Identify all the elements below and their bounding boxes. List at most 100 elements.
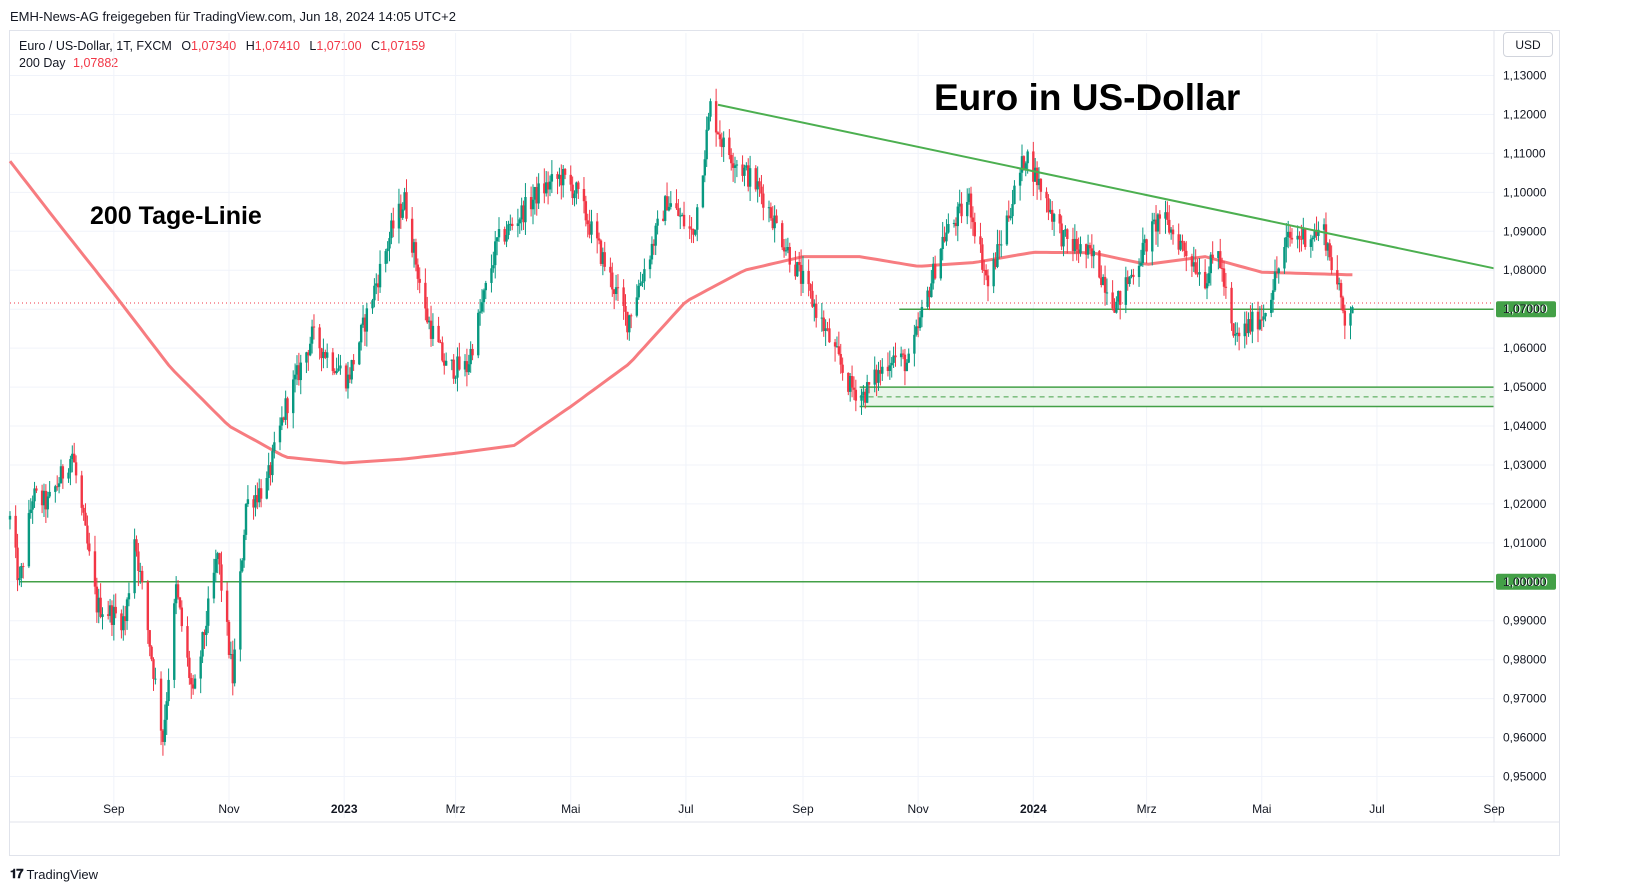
candle-body [1117, 291, 1120, 302]
candle-body [722, 137, 725, 148]
candle-body [595, 221, 599, 239]
candle-body [575, 182, 578, 194]
candle-body [1154, 219, 1158, 232]
candle-body [114, 606, 117, 614]
candle-body [444, 360, 448, 366]
candle-body [471, 348, 474, 356]
x-tick-label: Sep [792, 802, 814, 816]
candle-body [920, 306, 924, 318]
candle-body [877, 370, 880, 383]
candle-body [139, 570, 142, 572]
candle-body [1132, 274, 1135, 278]
candle-body [241, 560, 244, 572]
candle-body [966, 202, 969, 217]
candle-body [437, 325, 440, 343]
candle-body [231, 654, 234, 684]
x-tick-label: Jul [1369, 802, 1384, 816]
candle-body [1236, 332, 1239, 335]
candle-body [1171, 229, 1175, 235]
candle-body [1020, 156, 1024, 173]
symbol-label[interactable]: Euro / US-Dollar, 1T, FXCM [19, 39, 172, 53]
candle-body [106, 614, 110, 616]
candle-body [718, 134, 722, 140]
candle-body [915, 326, 918, 335]
candle-body [225, 590, 229, 622]
candle-body [881, 366, 884, 374]
candle-body [824, 328, 827, 331]
candle-body [1336, 270, 1339, 285]
candle-body [986, 275, 990, 287]
candle-body [1152, 219, 1156, 222]
candle-body [1287, 231, 1290, 238]
candle-body [482, 290, 486, 303]
candle-body [998, 244, 1001, 246]
candle-body [886, 366, 890, 372]
candle-body [826, 328, 829, 330]
candle-body [563, 168, 567, 175]
candle-body [1158, 214, 1162, 219]
candle-body [174, 584, 178, 604]
candle-body [709, 101, 712, 117]
candle-body [497, 229, 501, 238]
candle-body [1130, 274, 1133, 277]
candle-body [86, 525, 89, 544]
open-key: O [181, 39, 192, 53]
candle-body [1026, 151, 1029, 164]
chart-frame [9, 30, 1560, 856]
candle-body [1343, 310, 1347, 326]
x-tick-label: Nov [907, 802, 928, 816]
candle-body [741, 164, 744, 176]
candle-body [310, 326, 314, 344]
candle-body [1288, 231, 1292, 238]
candle-body [269, 465, 272, 476]
candle-body [48, 491, 51, 497]
candle-body [439, 342, 442, 344]
ma-label[interactable]: 200 Day [19, 56, 66, 70]
candle-body [424, 282, 427, 309]
candle-body [728, 137, 731, 156]
candle-body [46, 496, 49, 510]
candle-body [875, 369, 878, 383]
candle-body [84, 512, 87, 526]
candle-body [903, 354, 907, 372]
candle-body [123, 616, 127, 622]
candle-body [67, 472, 70, 479]
x-tick-label: Sep [1483, 802, 1505, 816]
candle-body [529, 197, 533, 210]
tradingview-logo-icon[interactable]: 𝟏𝟕 [10, 866, 24, 881]
candle-body [854, 389, 858, 401]
candle-body [452, 359, 455, 379]
candle-body [509, 223, 512, 225]
candle-body [478, 311, 482, 313]
candle-body [941, 236, 944, 250]
candle-body [1270, 299, 1273, 313]
candle-body [665, 196, 669, 211]
candle-body [573, 193, 576, 199]
candle-body [913, 334, 916, 354]
candle-body [299, 362, 302, 381]
candle-body [794, 264, 797, 277]
candle-body [18, 578, 21, 581]
candle-body [707, 116, 710, 130]
y-tick-label: 1,11000 [1503, 146, 1546, 160]
candle-body [873, 369, 876, 385]
candle-body [35, 488, 38, 491]
candle-body [280, 417, 284, 426]
candle-body [622, 287, 625, 307]
ma-value: 1,07882 [73, 56, 119, 70]
candle-body [216, 553, 219, 560]
candle-body [807, 270, 810, 285]
candle-body [403, 192, 406, 210]
candle-body [569, 174, 572, 185]
candle-body [40, 490, 44, 506]
currency-button[interactable]: USD [1503, 32, 1553, 57]
footer-brand[interactable]: TradingView [26, 866, 99, 882]
candle-body [907, 353, 910, 363]
candle-body [641, 281, 644, 284]
candle-body [867, 382, 871, 385]
x-axis: Sep Nov 2023 Mrz Mai Jul Sep Nov 2024 Mrz Mai Jul Se… [9, 802, 1560, 823]
support-price-label: 1,00000 [1504, 575, 1548, 589]
candle-body [346, 374, 350, 389]
candle-body [477, 312, 480, 356]
